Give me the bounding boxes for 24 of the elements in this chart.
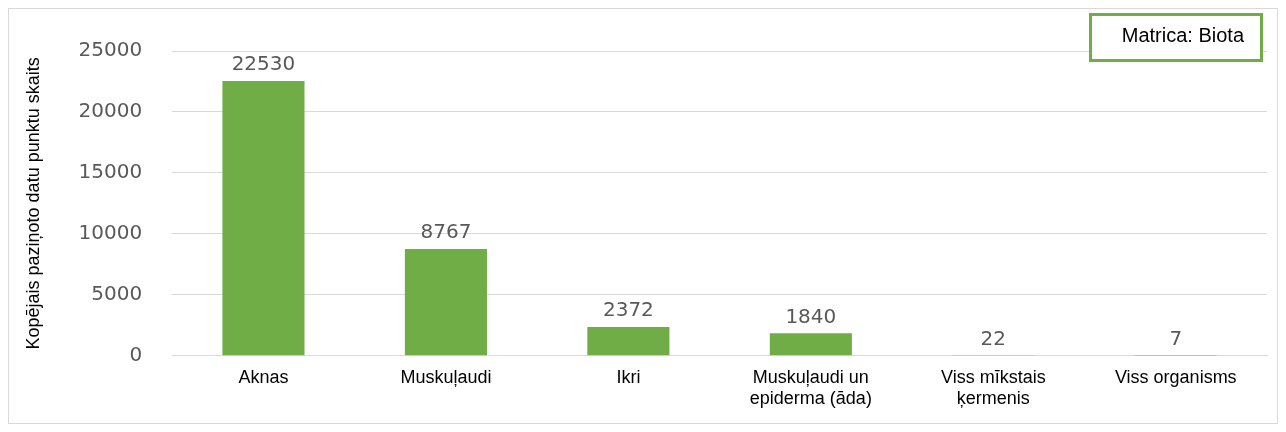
bar [222, 81, 305, 356]
y-tick-label: 0 [129, 342, 143, 366]
bar [587, 326, 670, 356]
x-tick-label: Ikri [616, 366, 641, 387]
y-tick-label: 20000 [78, 98, 143, 123]
data-label: 1840 [785, 303, 837, 328]
bar [404, 248, 487, 356]
y-tick-label: 25000 [78, 37, 143, 62]
data-label: 22530 [231, 51, 296, 76]
data-label: 8767 [420, 219, 472, 244]
text: Matrica: Biota [1088, 13, 1263, 62]
y-tick-label: 5000 [91, 281, 143, 306]
x-tick-label: Viss mīkstais ķermenis [940, 366, 1046, 409]
x-tick-label: Muskuļaudi [400, 366, 492, 387]
y-tick-label: 10000 [78, 220, 143, 245]
y-tick-label: 15000 [78, 159, 143, 184]
x-tick-label: Aknas [238, 366, 289, 387]
data-label: 22 [980, 325, 1007, 350]
x-tick-label: Muskuļaudi un epiderma (āda) [749, 366, 872, 409]
x-tick-label: Viss organisms [1114, 366, 1237, 387]
bar [769, 333, 852, 356]
data-label: 2372 [602, 297, 654, 322]
data-label: 7 [1169, 325, 1183, 350]
y-axis-title: Kopējais paziņoto datu punktu skaits [22, 57, 43, 350]
